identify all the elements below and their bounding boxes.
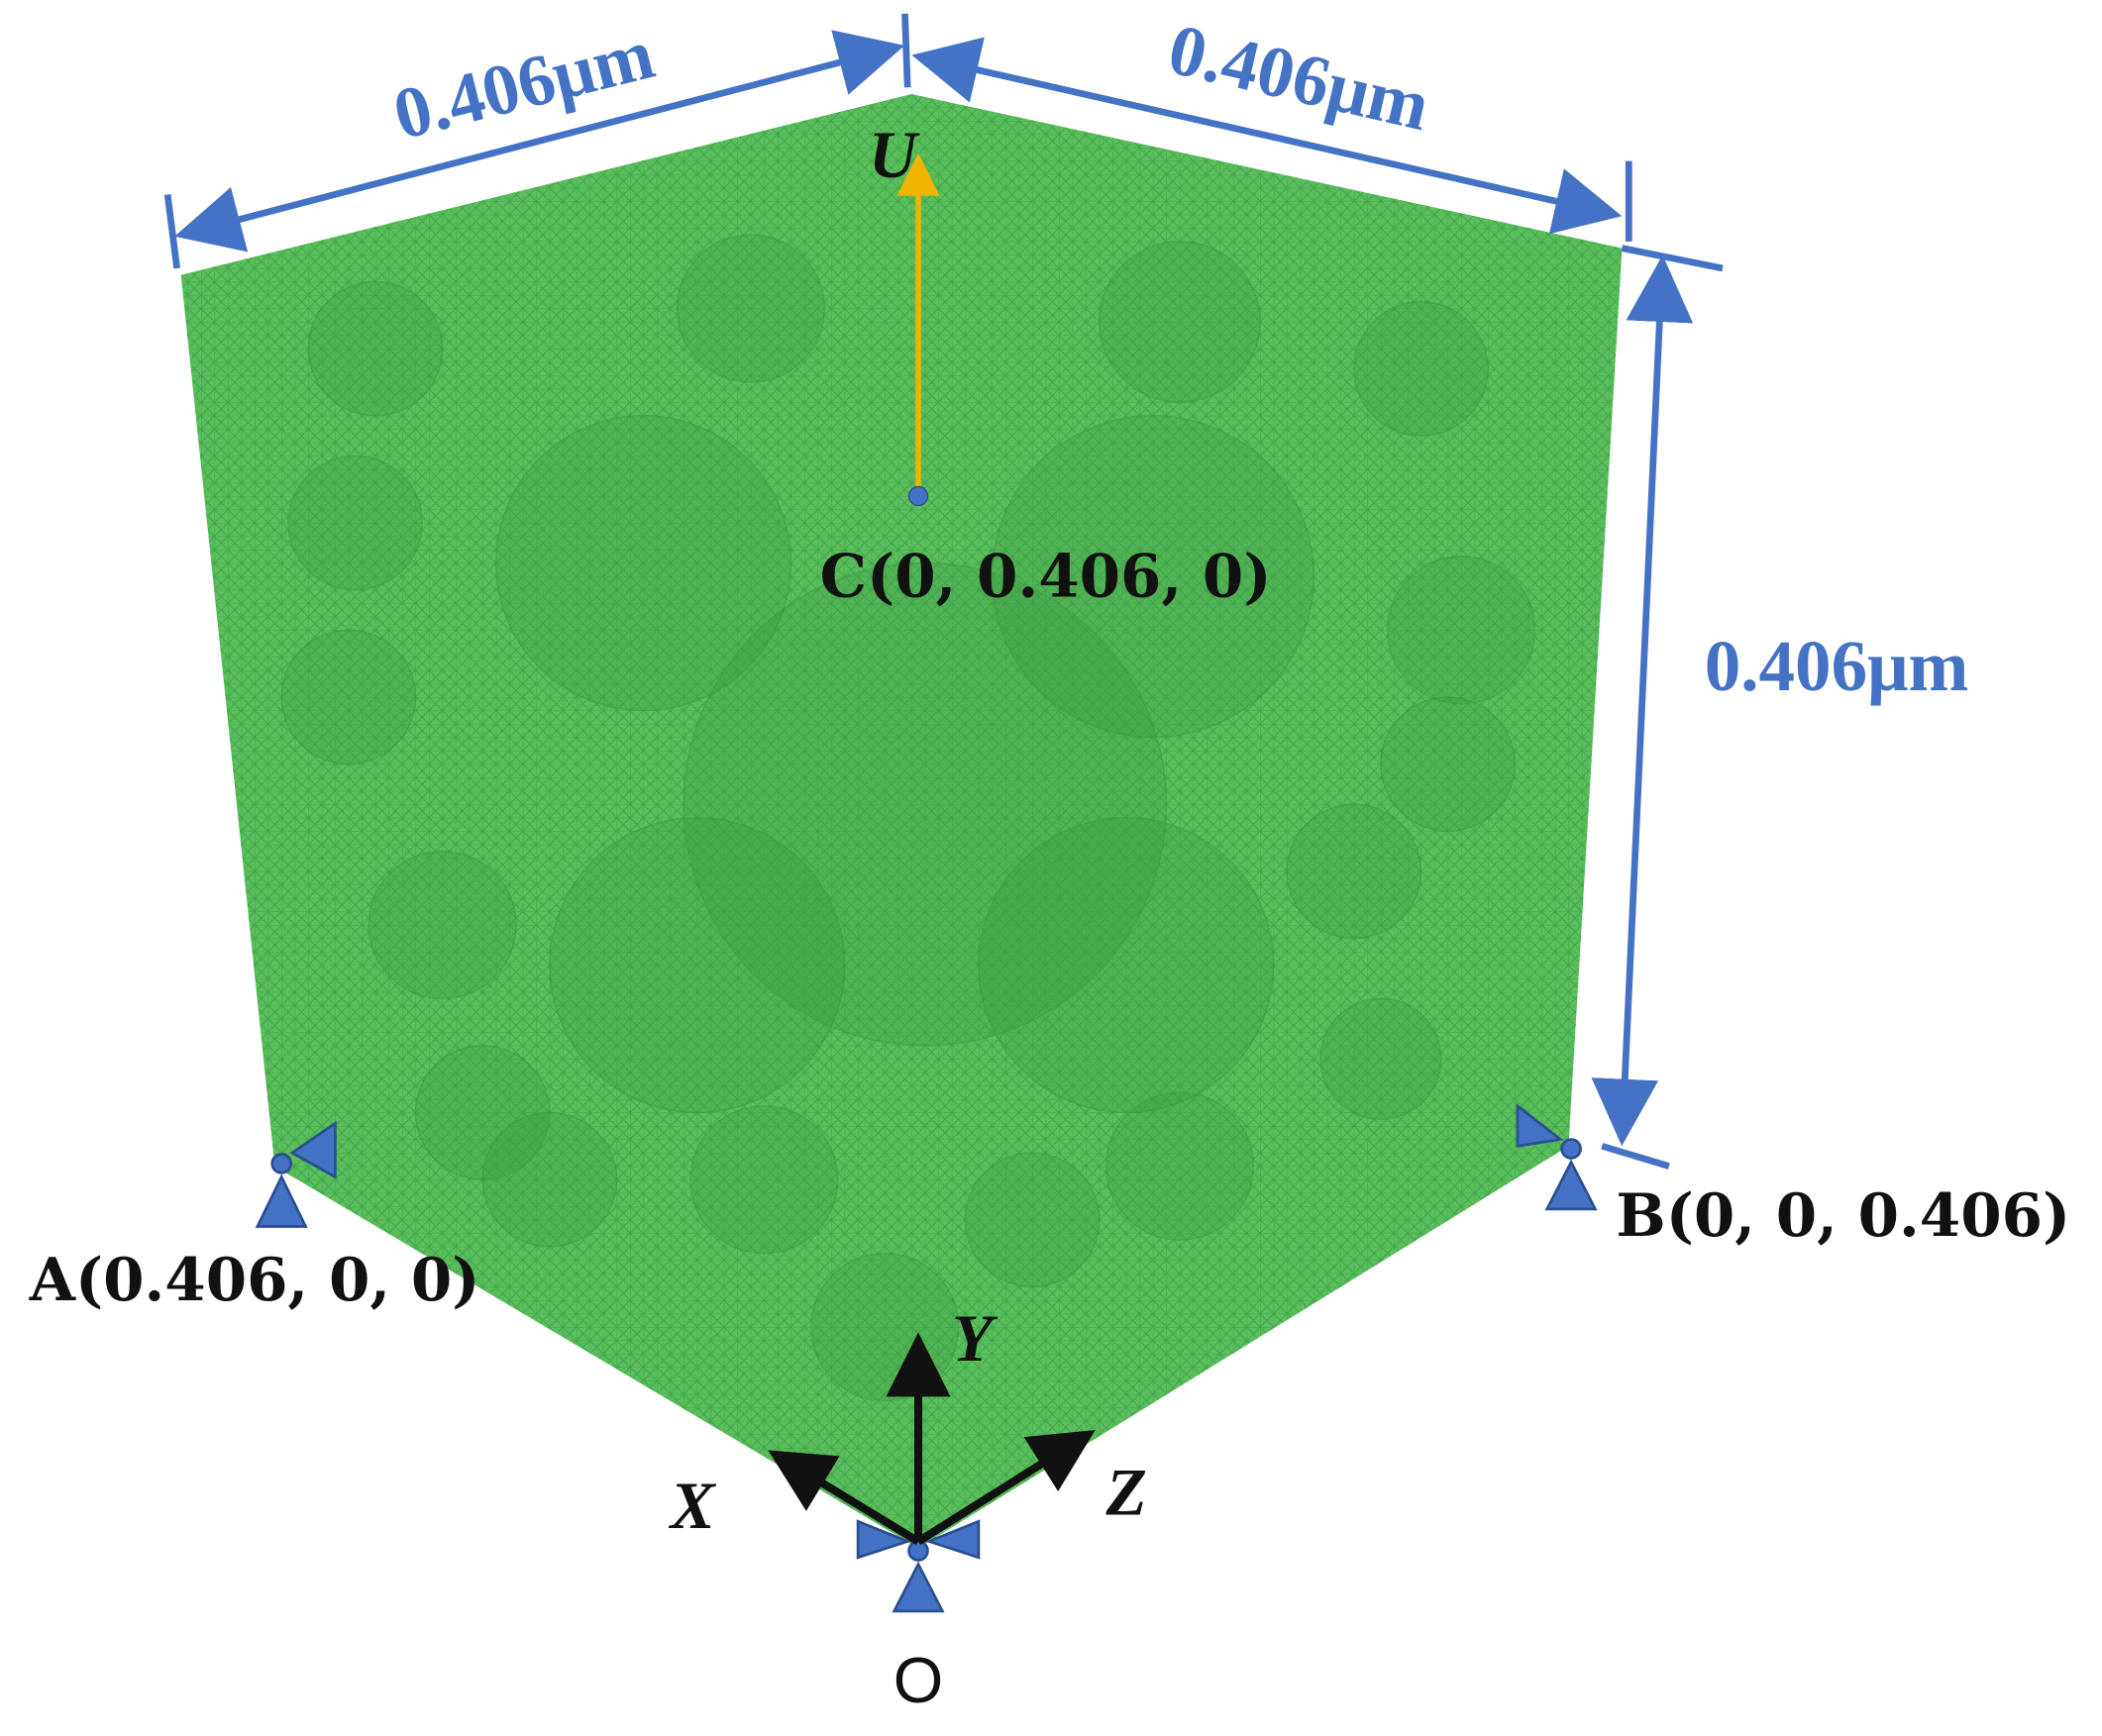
load-label: U [869, 118, 920, 192]
origin-label: O [893, 1644, 944, 1716]
point-label: A(0.406, 0, 0) [29, 1246, 480, 1315]
axes [768, 1332, 1096, 1546]
dimension-label: 0.406μm [385, 13, 661, 154]
point-label: C(0, 0.406, 0) [820, 542, 1272, 611]
dimension-label: 0.406μm [1161, 8, 1436, 146]
axis-label: Z [1104, 1455, 1146, 1529]
particles [280, 234, 1536, 1402]
supports [255, 1102, 1598, 1613]
point-label: B(0, 0, 0.406) [1616, 1181, 2070, 1251]
point-c [907, 485, 929, 507]
dimension-lines [163, 13, 1724, 1170]
dimension-label: 0.406μm [1705, 626, 1969, 706]
axis-label: Y [952, 1301, 998, 1376]
axis-label: X [669, 1469, 717, 1543]
cube [180, 93, 1623, 1549]
